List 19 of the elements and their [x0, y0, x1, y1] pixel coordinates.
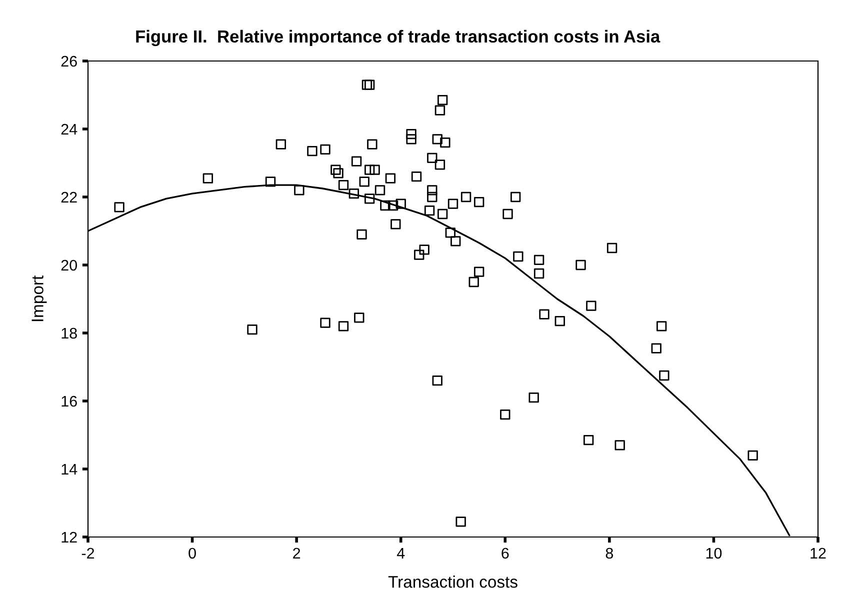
y-tick-label: 24 [61, 124, 78, 135]
y-tick-label: 12 [62, 532, 77, 543]
x-tick-label: 4 [396, 548, 405, 558]
y-tick-label: 22 [61, 192, 77, 203]
y-axis-title: Import [32, 276, 47, 322]
x-axis-title: Transaction costs [388, 576, 518, 588]
x-tick-label: 0 [188, 548, 196, 559]
x-tick-label: 10 [706, 548, 722, 559]
x-tick-label: 2 [293, 548, 300, 558]
y-tick-label: 16 [62, 396, 77, 407]
y-tick-label: 18 [62, 328, 77, 339]
x-tick-label: -2 [82, 548, 94, 558]
chart-title: Figure II. Relative importance of trade transaction costs in Asia [136, 30, 660, 46]
y-tick-label: 26 [61, 56, 77, 67]
x-tick-label: 6 [502, 548, 509, 559]
x-tick-label: 8 [606, 548, 614, 559]
x-tick-label: 12 [810, 548, 826, 558]
y-tick-label: 20 [61, 260, 77, 271]
y-tick-label: 14 [62, 464, 78, 475]
